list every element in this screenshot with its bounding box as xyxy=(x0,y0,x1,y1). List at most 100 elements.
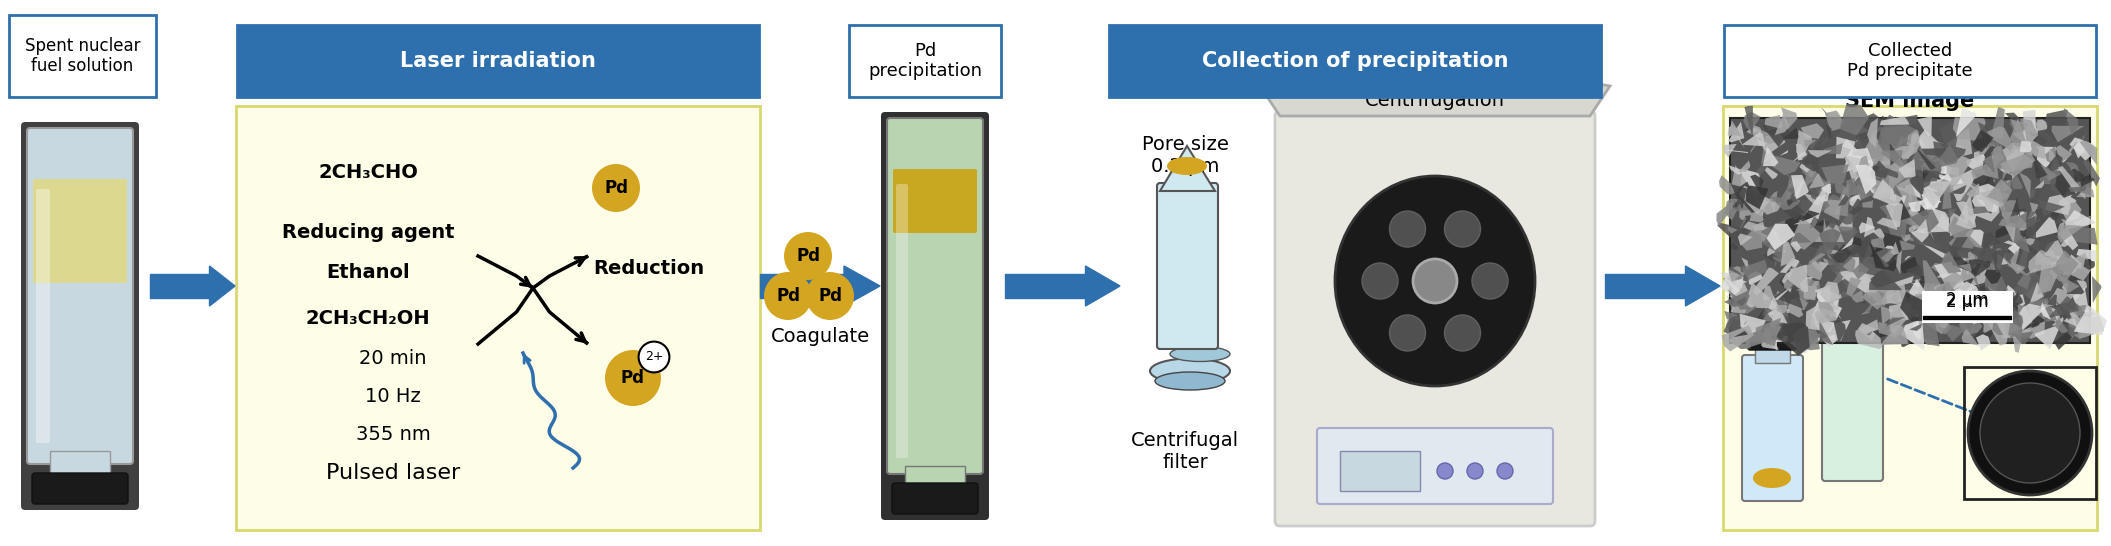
Polygon shape xyxy=(1872,170,1889,199)
Bar xyxy=(1005,274,1085,298)
Polygon shape xyxy=(1919,313,1940,346)
Polygon shape xyxy=(1839,291,1849,299)
Polygon shape xyxy=(1929,288,1953,307)
Polygon shape xyxy=(1864,156,1896,175)
Polygon shape xyxy=(2067,162,2079,181)
Polygon shape xyxy=(2010,118,2029,148)
Polygon shape xyxy=(1782,225,1801,246)
Bar xyxy=(1604,274,1685,298)
Polygon shape xyxy=(1991,107,2005,140)
Polygon shape xyxy=(2060,159,2067,162)
Polygon shape xyxy=(1948,298,1955,305)
Polygon shape xyxy=(1769,196,1801,210)
Polygon shape xyxy=(1961,287,1972,296)
Polygon shape xyxy=(1879,126,1904,155)
Polygon shape xyxy=(1936,281,1955,301)
Polygon shape xyxy=(1923,181,1951,207)
Polygon shape xyxy=(2029,298,2056,324)
Polygon shape xyxy=(1731,184,1746,209)
Polygon shape xyxy=(1733,199,1739,207)
Polygon shape xyxy=(1972,183,1999,212)
Polygon shape xyxy=(2065,166,2075,194)
Polygon shape xyxy=(1875,156,1904,188)
Polygon shape xyxy=(1729,266,1742,282)
Polygon shape xyxy=(1856,319,1883,349)
Polygon shape xyxy=(1915,201,1929,216)
Polygon shape xyxy=(1984,126,2014,151)
Polygon shape xyxy=(1858,323,1877,341)
Polygon shape xyxy=(1984,263,1995,288)
Polygon shape xyxy=(1777,305,1788,313)
Polygon shape xyxy=(1723,277,1748,288)
Polygon shape xyxy=(2058,330,2067,340)
Polygon shape xyxy=(1771,155,1801,175)
Polygon shape xyxy=(2016,249,2039,257)
Polygon shape xyxy=(1944,316,1959,323)
Polygon shape xyxy=(1900,132,1910,140)
Bar xyxy=(1731,118,2090,343)
Polygon shape xyxy=(1834,254,1856,272)
Circle shape xyxy=(1444,315,1480,351)
Polygon shape xyxy=(2035,250,2058,265)
Polygon shape xyxy=(1870,188,1889,197)
Polygon shape xyxy=(1978,324,1984,335)
Polygon shape xyxy=(2022,276,2050,306)
Polygon shape xyxy=(1999,200,2016,226)
Polygon shape xyxy=(1826,124,1832,139)
Polygon shape xyxy=(1896,143,1910,157)
Polygon shape xyxy=(2018,304,2033,328)
Polygon shape xyxy=(1881,248,1896,263)
Polygon shape xyxy=(2022,206,2052,233)
Polygon shape xyxy=(1946,264,1976,286)
Polygon shape xyxy=(1813,223,1845,242)
Polygon shape xyxy=(1870,161,1889,179)
Polygon shape xyxy=(1868,283,1898,303)
Polygon shape xyxy=(1820,228,1841,257)
Circle shape xyxy=(783,232,832,280)
FancyBboxPatch shape xyxy=(34,179,127,283)
Polygon shape xyxy=(1872,322,1900,338)
Polygon shape xyxy=(1942,272,1961,292)
Polygon shape xyxy=(1773,288,1803,309)
Polygon shape xyxy=(1739,169,1761,198)
Polygon shape xyxy=(1910,228,1929,242)
Polygon shape xyxy=(2029,203,2039,212)
Polygon shape xyxy=(1993,145,2010,170)
Polygon shape xyxy=(1729,333,1744,348)
Polygon shape xyxy=(1948,296,1965,318)
Polygon shape xyxy=(1729,122,1744,143)
Polygon shape xyxy=(1910,228,1921,246)
Polygon shape xyxy=(1959,312,1986,336)
Polygon shape xyxy=(1961,209,1976,225)
Polygon shape xyxy=(2003,240,2018,247)
Polygon shape xyxy=(1896,184,1921,198)
Polygon shape xyxy=(1889,179,1919,209)
Polygon shape xyxy=(1915,234,1940,248)
FancyBboxPatch shape xyxy=(21,122,139,510)
Polygon shape xyxy=(1913,150,1942,171)
Polygon shape xyxy=(2073,216,2092,228)
Polygon shape xyxy=(1830,257,1843,268)
Polygon shape xyxy=(1881,116,1910,125)
Polygon shape xyxy=(1974,151,1982,161)
Polygon shape xyxy=(1767,224,1794,250)
Polygon shape xyxy=(1813,176,1824,187)
Polygon shape xyxy=(1885,284,1908,306)
Polygon shape xyxy=(1752,222,1765,231)
Polygon shape xyxy=(1868,156,1889,168)
Polygon shape xyxy=(1868,270,1902,290)
Polygon shape xyxy=(2020,238,2035,245)
Polygon shape xyxy=(1725,288,1752,307)
Polygon shape xyxy=(2058,193,2077,207)
Polygon shape xyxy=(1885,329,1891,333)
Polygon shape xyxy=(1991,271,2005,283)
Polygon shape xyxy=(2075,186,2086,199)
Polygon shape xyxy=(1919,129,1944,149)
Polygon shape xyxy=(1955,281,1978,301)
Polygon shape xyxy=(2060,312,2071,333)
Polygon shape xyxy=(1953,117,1986,141)
Polygon shape xyxy=(1974,306,2003,324)
Polygon shape xyxy=(1742,318,1748,330)
Polygon shape xyxy=(2056,191,2081,224)
Polygon shape xyxy=(1942,173,1955,193)
